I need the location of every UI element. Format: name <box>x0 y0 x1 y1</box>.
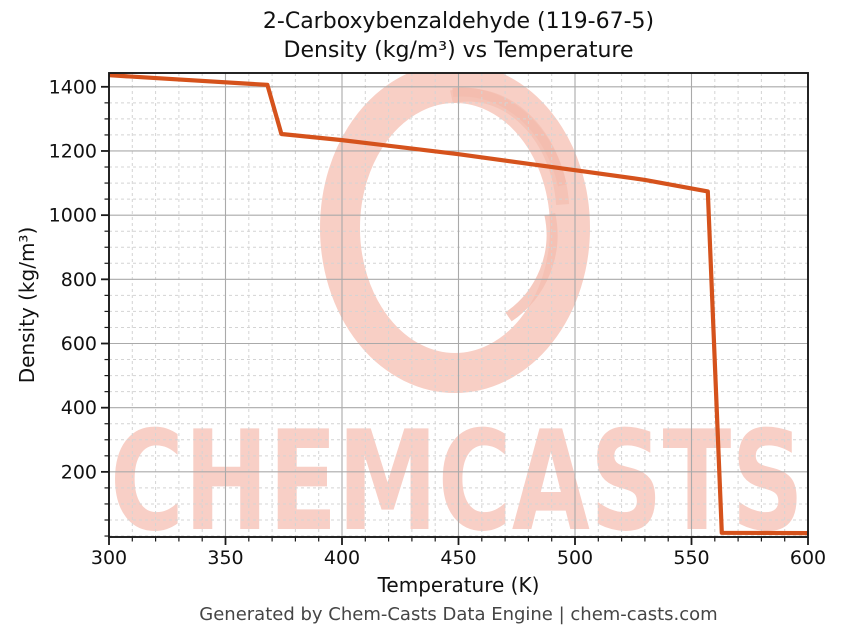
y-axis-label: Density (kg/m³) <box>15 226 39 384</box>
y-tick-label: 1000 <box>49 205 97 227</box>
axis-ticks <box>101 85 809 545</box>
density-curve <box>109 73 808 536</box>
y-tick-labels: 200 400 600 800 1000 1200 1400 <box>49 76 97 483</box>
x-tick-label: 500 <box>557 547 593 569</box>
chart-title-line-2: Density (kg/m³) vs Temperature <box>283 38 634 63</box>
chart-title-line-1: 2-Carboxybenzaldehyde (119-67-5) <box>262 9 655 34</box>
watermark-logo-stroke <box>450 88 570 205</box>
y-tick-label: 1200 <box>49 140 97 162</box>
x-tick-label: 350 <box>207 547 243 569</box>
x-tick-label: 400 <box>324 547 360 569</box>
x-tick-label: 300 <box>91 547 127 569</box>
watermark-logo-tail <box>505 213 558 322</box>
x-tick-label: 450 <box>440 547 476 569</box>
y-tick-label: 600 <box>61 333 97 355</box>
y-tick-label: 400 <box>61 397 97 419</box>
x-tick-label: 550 <box>673 547 709 569</box>
x-axis-label: Temperature (K) <box>377 573 540 597</box>
chart-title: 2-Carboxybenzaldehyde (119-67-5) Density… <box>109 7 808 65</box>
y-tick-label: 1400 <box>49 76 97 98</box>
footer-credit: Generated by Chem-Casts Data Engine | ch… <box>199 604 718 625</box>
watermark-logo-ring <box>320 73 590 393</box>
x-tick-labels: 300 350 400 450 500 550 600 <box>91 547 826 569</box>
y-tick-label: 200 <box>61 461 97 483</box>
y-tick-label: 800 <box>61 269 97 291</box>
x-tick-label: 600 <box>790 547 826 569</box>
